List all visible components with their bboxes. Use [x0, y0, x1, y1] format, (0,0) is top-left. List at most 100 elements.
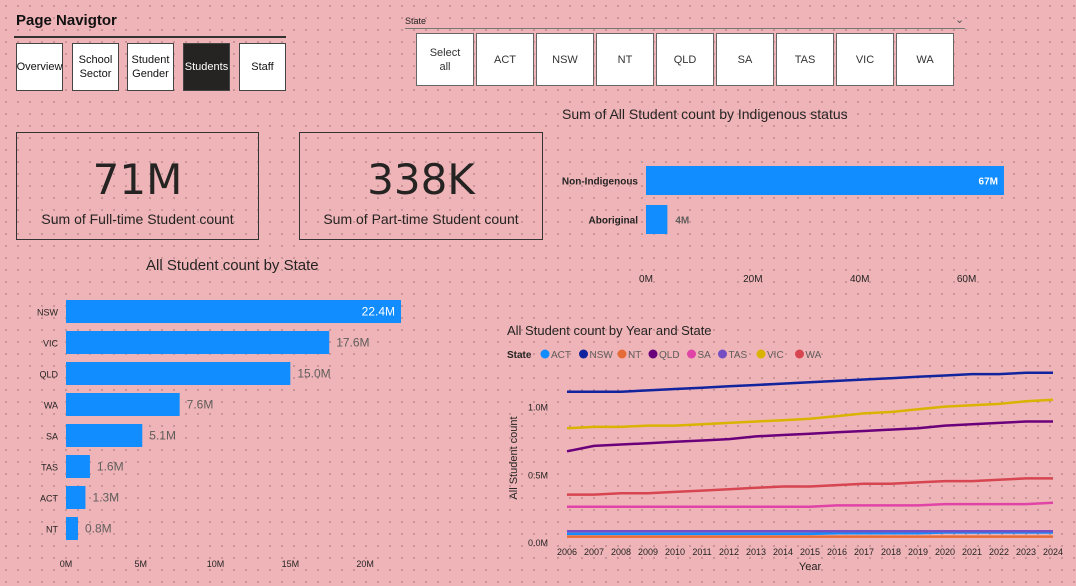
x-tick-label: 2024: [1043, 547, 1063, 557]
legend-label: TAS: [729, 350, 748, 361]
y-tick-label: 0.5M: [528, 470, 548, 480]
data-label: 1.6M: [97, 460, 124, 474]
state-slicer-title: State: [405, 16, 427, 26]
x-tick-label: 2014: [773, 547, 793, 557]
fulltime-label: Sum of Full-time Student count: [41, 211, 234, 227]
legend-label: NSW: [590, 350, 614, 361]
parttime-label: Sum of Part-time Student count: [323, 211, 519, 227]
data-label: 7.6M: [187, 398, 214, 412]
y-axis-label: All Student count: [508, 416, 520, 499]
legend-label: ACT: [551, 350, 571, 361]
state-option-qld[interactable]: QLD: [656, 33, 714, 86]
fulltime-value: 71M: [92, 155, 183, 204]
data-label: 22.4M: [362, 305, 395, 319]
series-line-sa: [567, 501, 1054, 509]
category-label: WA: [44, 401, 58, 411]
x-tick-label: 2022: [989, 547, 1009, 557]
x-tick-label: 2013: [746, 547, 766, 557]
x-tick-label: 2012: [719, 547, 739, 557]
legend-label: NT: [628, 350, 641, 361]
x-tick-label: 2015: [800, 547, 820, 557]
x-tick-label: 15M: [282, 559, 300, 569]
x-tick-label: 2016: [827, 547, 847, 557]
bar: [66, 424, 143, 447]
legend-label: QLD: [659, 350, 680, 361]
y-tick-label: 1.0M: [528, 403, 548, 413]
y-tick-label: 0.0M: [528, 538, 548, 548]
x-tick-label: 2021: [962, 547, 982, 557]
bar: [646, 205, 668, 234]
bar: [66, 362, 291, 385]
nav-button-student-gender[interactable]: Student Gender: [127, 43, 174, 91]
state-option-nsw[interactable]: NSW: [536, 33, 594, 86]
x-tick-label: 2011: [692, 547, 711, 557]
bar: [66, 331, 330, 354]
bar: [66, 517, 78, 540]
indigenous-chart-title: Sum of All Student count by Indigenous s…: [562, 106, 848, 122]
data-label: 67M: [979, 177, 998, 188]
state-option-tas[interactable]: TAS: [776, 33, 834, 86]
nav-button-staff[interactable]: Staff: [239, 43, 286, 91]
legend-label: WA: [806, 350, 822, 361]
x-tick-label: 2006: [557, 547, 577, 557]
chevron-down-icon[interactable]: ⌄: [955, 13, 965, 26]
legend-label: VIC: [767, 350, 784, 361]
year-state-line-chart: State ACT NSW NT QLD SA TAS VIC WA 0.0M 0.5M 1.0M Al…: [507, 349, 1063, 573]
x-tick-label: 40M: [850, 274, 869, 285]
series-line-vic: [566, 398, 1054, 430]
x-tick-label: 2008: [611, 547, 631, 557]
category-label: ACT: [40, 494, 59, 504]
x-tick-label: 20M: [743, 274, 762, 285]
x-tick-label: 2009: [638, 547, 658, 557]
category-label: SA: [46, 432, 58, 442]
state-option-select-all[interactable]: Select all: [416, 33, 474, 86]
data-label: 17.6M: [336, 336, 369, 350]
legend-marker: [648, 349, 658, 359]
nav-button-school-sector[interactable]: School Sector: [72, 43, 119, 91]
legend-marker: [540, 349, 550, 359]
legend-marker: [718, 349, 727, 359]
nav-button-students[interactable]: Students: [183, 43, 230, 91]
x-tick-label: 60M: [957, 274, 976, 285]
category-label: VIC: [43, 339, 59, 349]
x-tick-label: 2023: [1016, 547, 1036, 557]
data-label: 0.8M: [85, 522, 112, 536]
category-label: NSW: [37, 308, 59, 318]
x-tick-label: 2019: [908, 547, 928, 557]
series-line-act: [567, 531, 1053, 536]
state-option-nt[interactable]: NT: [596, 33, 654, 86]
category-label: Aboriginal: [589, 216, 639, 227]
state-chart-title: All Student count by State: [146, 257, 319, 274]
category-label: TAS: [41, 463, 58, 473]
legend-label: SA: [698, 350, 712, 361]
state-option-act[interactable]: ACT: [476, 33, 534, 86]
nav-divider: [14, 36, 286, 38]
x-tick-label: 2007: [584, 547, 604, 557]
x-axis-label: Year: [799, 561, 822, 573]
state-option-sa[interactable]: SA: [716, 33, 774, 86]
bar: [646, 166, 1004, 195]
data-label: 4M: [675, 216, 689, 227]
category-label: NT: [46, 525, 58, 535]
x-tick-label: 2010: [665, 547, 685, 557]
category-label: Non-Indigenous: [562, 177, 639, 188]
x-tick-label: 20M: [356, 559, 374, 569]
series-line-qld: [566, 420, 1053, 453]
x-tick-label: 0M: [639, 274, 653, 285]
state-option-wa[interactable]: WA: [896, 33, 954, 86]
legend-marker: [687, 349, 696, 359]
bar: [66, 393, 180, 416]
data-label: 5.1M: [149, 429, 176, 443]
x-tick-label: 2020: [935, 547, 955, 557]
x-tick-label: 10M: [207, 559, 225, 569]
series-line-nsw: [567, 371, 1053, 393]
bar: [66, 455, 90, 478]
category-label: QLD: [39, 370, 58, 380]
state-option-vic[interactable]: VIC: [836, 33, 894, 86]
data-label: 15.0M: [297, 367, 330, 381]
nav-button-overview[interactable]: Overview: [16, 43, 63, 91]
bar: [66, 486, 86, 509]
legend-marker: [579, 349, 588, 359]
state-chart: NSW 22.4M VIC 17.6M QLD 15.0M WA 7.6M SA 5.1M TAS 1…: [37, 300, 401, 569]
parttime-value: 338K: [367, 155, 475, 204]
